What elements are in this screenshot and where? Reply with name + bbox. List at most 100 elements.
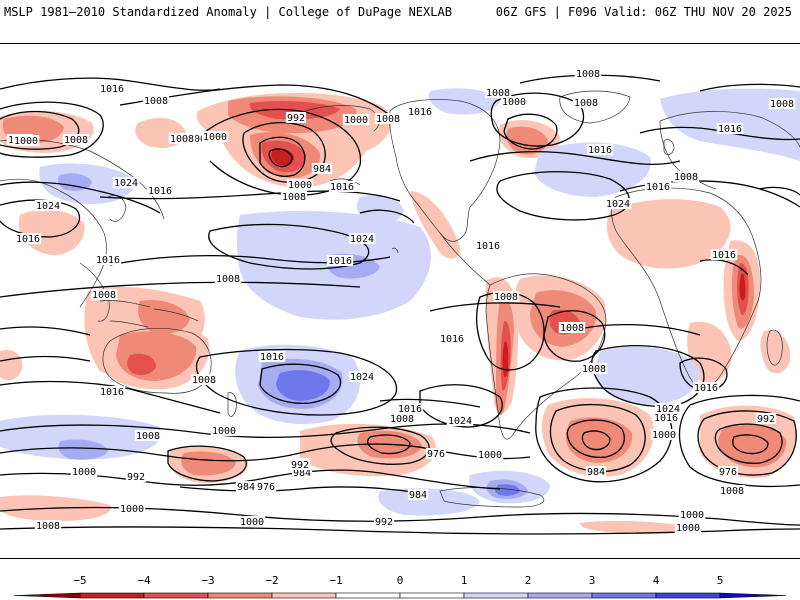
isobar-label-976: 976 xyxy=(719,467,737,478)
isobar-label-1008: 1008 xyxy=(560,323,584,334)
isobar-label-1016: 1016 xyxy=(476,241,500,252)
isobar-984-s-pacific xyxy=(330,426,430,465)
isobar-labels: 1016 1008 1000 1008 1008 1000 992 984 1000 1016 10… xyxy=(6,68,796,534)
isobar-label-1016: 1016 xyxy=(712,250,736,261)
isobar-label-bg xyxy=(710,249,738,260)
isobar-label-1016: 1016 xyxy=(16,234,40,245)
isobar-label-1000: 1000 xyxy=(120,504,144,515)
isobar-label-bg xyxy=(112,177,140,188)
anomaly-s-africa xyxy=(687,321,732,384)
isobar-label-bg xyxy=(311,163,333,174)
isobar-label-bg xyxy=(755,413,777,424)
isobar-label-1008: 1008 xyxy=(36,521,60,532)
anomaly-indian-core xyxy=(58,439,108,460)
isobar-1024-s-pacific-east xyxy=(419,384,503,428)
isobar-1008-tropics xyxy=(0,281,361,298)
isobar-label-1016: 1016 xyxy=(328,256,352,267)
isobar-label-1000: 1000 xyxy=(212,426,236,437)
isobar-label-1000: 1000 xyxy=(288,180,312,191)
isobar-label-bg xyxy=(474,240,502,251)
isobar-label-1008: 1008 xyxy=(376,114,400,125)
colorbar-swatch-pos1 xyxy=(463,592,529,599)
isobar-label-bg xyxy=(716,123,744,134)
isobar-1016-npac xyxy=(0,77,221,91)
isobar-label-1016: 1016 xyxy=(654,413,678,424)
isobar-label-1008: 1008 xyxy=(720,486,744,497)
isobar-label-1008: 1008 xyxy=(770,99,794,110)
colorbar-tick-3: −2 xyxy=(265,574,278,587)
isobar-label-1016: 1016 xyxy=(100,387,124,398)
isobar-label-bg xyxy=(644,181,672,192)
isobar-1016-indian-ocean xyxy=(0,355,91,362)
coast-uk xyxy=(663,139,675,155)
anomaly-australia-strong xyxy=(127,353,156,375)
coast-madagascar xyxy=(766,329,783,366)
isobar-1024-pacific xyxy=(208,223,370,270)
isobar-label-1008: 1008 xyxy=(576,69,600,80)
isobar-1008-n-atlantic xyxy=(490,92,585,147)
isobar-label-984: 984 xyxy=(293,468,311,479)
anomaly-s-ocean-band xyxy=(378,488,480,516)
anomaly-sw-pacific-core xyxy=(181,451,236,476)
colorbar-tick-2: −3 xyxy=(201,574,214,587)
isobar-label-bg xyxy=(90,289,118,300)
isobar-1016-asia xyxy=(0,181,161,214)
isobar-976-s-pacific xyxy=(367,434,411,455)
isobar-992-s-atl xyxy=(566,419,625,459)
isobar-label-1016: 1016 xyxy=(408,107,432,118)
anomaly-arctic-asia xyxy=(428,88,500,115)
colorbar-swatch-pos4 xyxy=(655,592,721,599)
anomaly-mexico xyxy=(410,191,461,259)
isobar-label-bg xyxy=(70,466,98,477)
anomaly-maritime-core xyxy=(138,299,190,334)
isobar-label-bg xyxy=(62,134,90,145)
anomaly-antarctic-strong xyxy=(495,484,520,496)
isobar-label-1016: 1016 xyxy=(718,124,742,135)
anomaly-shading xyxy=(0,88,800,534)
isobar-label-bg xyxy=(168,133,196,144)
isobar-984-aleutian xyxy=(259,136,306,177)
colorbar-swatch-zero-right xyxy=(399,592,465,599)
colorbar-swatch-neg1 xyxy=(271,592,337,599)
coast-africa xyxy=(611,187,762,390)
isobar-label-bg xyxy=(574,68,602,79)
isobar-1008-europe-arc xyxy=(699,83,800,92)
isobar-1024-n-atlantic xyxy=(496,171,630,221)
isobar-label-bg xyxy=(396,403,424,414)
isobar-label-bg xyxy=(328,181,356,192)
isobar-label-bg xyxy=(142,95,170,106)
isobar-label-1024: 1024 xyxy=(606,199,630,210)
isobar-1000-s-atl xyxy=(549,403,646,473)
isobar-label-992: 992 xyxy=(375,517,393,528)
isobar-label-bg xyxy=(238,516,266,527)
isobar-1000-south-deep xyxy=(0,506,800,526)
isobar-label-bg xyxy=(285,112,307,123)
isobar-label-992: 992 xyxy=(757,414,775,425)
isobar-label-1008: 1008 xyxy=(574,98,598,109)
isobar-label-bg xyxy=(118,503,146,514)
anomaly-map[interactable]: 1016 1008 1000 1008 1008 1000 992 984 1000 1016 10… xyxy=(0,43,800,559)
isobar-label-1016: 1016 xyxy=(440,334,464,345)
anomaly-s-indian-core xyxy=(718,424,787,468)
isobar-label-bg xyxy=(768,98,796,109)
isobar-label-bg xyxy=(280,191,308,202)
isobar-label-bg xyxy=(572,97,600,108)
isobar-label-984: 984 xyxy=(237,482,255,493)
anomaly-s-atlantic-core xyxy=(565,417,633,463)
colorbar-swatch-neg2 xyxy=(207,592,273,599)
isobar-label-1008: 1008 xyxy=(192,375,216,386)
isobar-label-1008: 1008 xyxy=(144,96,168,107)
isobar-984-s-ind xyxy=(732,434,769,455)
isobar-label-bg xyxy=(201,131,229,142)
isobar-1008-s-ind xyxy=(678,394,800,488)
isobar-label-1008: 1008 xyxy=(170,134,194,145)
isobar-984-s xyxy=(179,486,421,494)
isobar-label-976: 976 xyxy=(427,449,445,460)
coast-south-america xyxy=(485,273,607,440)
colorbar-swatches xyxy=(13,592,787,599)
isobar-label-1000: 1000 xyxy=(240,517,264,528)
anomaly-s-atlantic-high xyxy=(594,346,700,405)
isobar-label-1024: 1024 xyxy=(114,178,138,189)
coast-indonesia xyxy=(99,300,199,328)
isobar-1016-atlantic-equator xyxy=(429,302,561,312)
